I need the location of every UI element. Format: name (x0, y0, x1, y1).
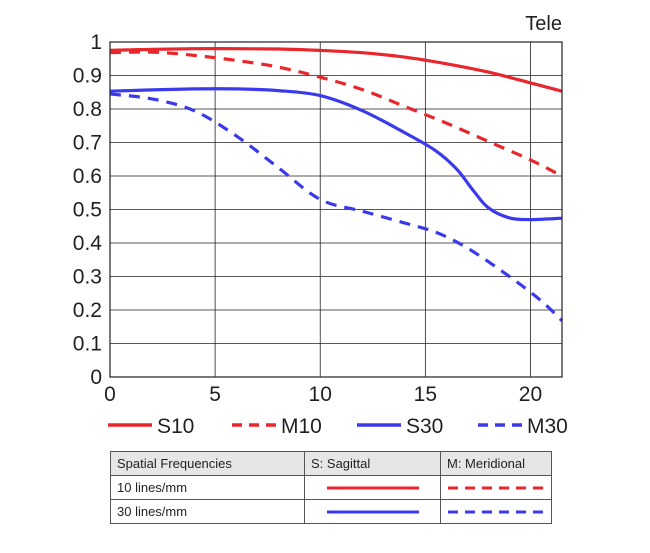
sample-sagittal-30 (304, 499, 441, 524)
grid (109, 41, 562, 378)
legend-label-m30: M30 (527, 415, 568, 438)
frequency-key-table: Spatial Frequencies S: Sagittal M: Merid… (110, 451, 552, 524)
x-tick-label: 20 (519, 383, 542, 406)
chart-title: Tele (525, 13, 562, 35)
legend-label-s10: S10 (157, 415, 194, 438)
y-tick-label: 0.5 (73, 199, 102, 222)
row-label-30: 30 lines/mm (110, 499, 305, 524)
y-tick-label: 0.4 (73, 232, 103, 255)
x-tick-label: 15 (414, 383, 437, 406)
y-tick-label: 1 (90, 31, 102, 54)
series-line-m10 (109, 50, 563, 178)
tick-labels: 00.10.20.30.40.50.60.70.80.910 5 10 15 20 (73, 31, 542, 406)
legend-label-m10: M10 (281, 415, 322, 438)
row-label-10: 10 lines/mm (110, 475, 305, 500)
y-tick-label: 0.3 (73, 266, 102, 289)
series-line-m30 (109, 92, 564, 322)
header-spatial-frequencies: Spatial Frequencies (110, 451, 305, 476)
mtf-chart: Tele 00.10.20.30.40.50.60.70.80.910 5 10 15… (73, 13, 568, 438)
key-table-row-10: 10 lines/mm (110, 475, 552, 500)
key-table-header-row: Spatial Frequencies S: Sagittal M: Merid… (110, 451, 552, 476)
key-table-row-30: 30 lines/mm (110, 499, 552, 524)
y-tick-label: 0 (90, 366, 102, 389)
series-lines (109, 47, 564, 322)
sample-meridional-10 (440, 475, 552, 500)
y-tick-label: 0.9 (73, 65, 102, 88)
x-tick-label: 5 (209, 383, 221, 406)
x-tick-label: 10 (309, 383, 332, 406)
line-sample-dashed-30 (448, 510, 544, 514)
sample-sagittal-10 (304, 475, 441, 500)
line-sample-solid-10 (326, 486, 419, 490)
y-tick-label: 0.2 (73, 299, 102, 322)
y-tick-label: 0.8 (73, 98, 102, 121)
y-tick-label: 0.7 (73, 132, 102, 155)
header-meridional: M: Meridional (440, 451, 552, 476)
line-sample-solid-30 (326, 510, 419, 514)
header-sagittal: S: Sagittal (304, 451, 441, 476)
plot-frame (109, 41, 563, 378)
x-tick-label: 0 (104, 383, 116, 406)
legend-label-s30: S30 (406, 415, 443, 438)
y-tick-label: 0.6 (73, 165, 102, 188)
series-line-s30 (109, 87, 563, 222)
sample-meridional-30 (440, 499, 552, 524)
y-tick-label: 0.1 (73, 333, 102, 356)
line-sample-dashed-10 (448, 486, 544, 490)
series-line-s10 (109, 47, 563, 93)
legend: S10 M10 S30 M30 (108, 415, 568, 438)
